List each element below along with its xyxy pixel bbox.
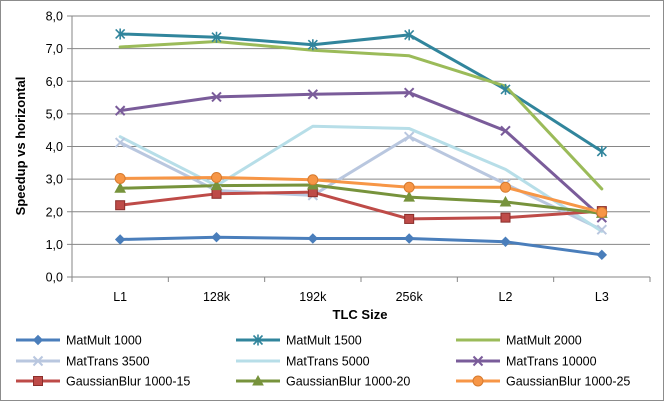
legend-item: MatMult 1500: [236, 334, 362, 348]
data-point: [403, 131, 415, 142]
legend-item: GaussianBlur 1000-25: [456, 375, 630, 389]
series-line: [118, 235, 604, 257]
series-line: [118, 91, 604, 220]
legend-item: MatTrans 10000: [456, 355, 597, 369]
data-point: [307, 89, 319, 100]
data-point: [404, 29, 415, 41]
data-point: [500, 236, 511, 247]
series-line: [118, 190, 604, 221]
x-tick-label: L2: [499, 290, 513, 304]
data-point: [307, 174, 319, 186]
data-point: [210, 179, 223, 191]
legend-item: MatMult 2000: [456, 334, 582, 348]
legend-item: GaussianBlur 1000-15: [16, 375, 190, 389]
y-tick-label: 5,0: [46, 107, 63, 121]
series-line: [118, 183, 604, 215]
series-line: [118, 32, 604, 153]
data-point: [114, 137, 126, 148]
data-point: [500, 83, 511, 95]
x-tick-label: 256k: [396, 290, 424, 304]
y-tick-label: 2,0: [46, 205, 63, 219]
y-tick-label: 7,0: [46, 42, 63, 56]
x-tick-label: 192k: [299, 290, 327, 304]
series-line: [118, 175, 604, 214]
x-tick-label: 128k: [203, 290, 231, 304]
data-point: [211, 188, 222, 199]
legend-label: MatMult 2000: [506, 334, 582, 348]
legend-label: MatMult 1000: [66, 334, 142, 348]
y-tick-label: 0,0: [46, 271, 63, 285]
legend-item: GaussianBlur 1000-20: [236, 375, 410, 389]
legend-item: MatTrans 3500: [16, 355, 150, 369]
series-markers: [114, 28, 608, 261]
legend-label: GaussianBlur 1000-25: [506, 375, 630, 389]
legend-label: GaussianBlur 1000-15: [66, 375, 190, 389]
legend-label: MatTrans 3500: [66, 355, 150, 369]
data-point: [307, 233, 319, 244]
data-point: [500, 212, 511, 223]
data-point: [211, 91, 222, 103]
legend-marker: [252, 334, 264, 346]
legend-marker: [32, 355, 44, 367]
data-point: [404, 213, 415, 224]
legend-marker: [472, 355, 484, 367]
data-point: [211, 171, 222, 183]
data-point: [211, 231, 222, 243]
y-tick-label: 6,0: [46, 75, 63, 89]
data-point: [500, 125, 511, 137]
y-tick-label: 3,0: [46, 173, 63, 187]
legend-item: MatMult 1000: [16, 334, 142, 348]
legend-label: GaussianBlur 1000-20: [286, 375, 410, 389]
y-tick-label: 1,0: [46, 238, 63, 252]
y-axis-title: Speedup vs horizontal: [13, 77, 28, 216]
data-point: [403, 233, 415, 244]
data-point: [403, 191, 416, 202]
legend: MatMult 1000 MatMult 1500 MatMult 2000 MatT…: [16, 334, 630, 389]
data-point: [596, 145, 607, 157]
data-point: [114, 234, 126, 245]
gridlines: [72, 15, 650, 245]
series-line: [118, 39, 604, 191]
data-point: [114, 105, 126, 116]
data-point: [499, 195, 512, 207]
data-point: [115, 28, 126, 40]
data-point: [114, 172, 126, 184]
data-point: [596, 224, 608, 235]
data-point: [403, 181, 415, 193]
y-tick-label: 8,0: [46, 10, 63, 24]
y-tick-label: 4,0: [46, 140, 63, 154]
data-point: [596, 249, 608, 261]
x-axis-ticks: L1 128k 192k 256k L2 L3: [71, 277, 651, 304]
y-axis-ticks: 0,0 1,0 2,0 3,0 4,0 5,0 6,0 7,0 8,0: [46, 10, 72, 285]
legend-label: MatTrans 10000: [506, 355, 597, 369]
legend-label: MatMult 1500: [286, 334, 362, 348]
data-point: [403, 87, 415, 98]
data-point: [596, 206, 608, 218]
data-point: [115, 200, 126, 211]
x-tick-label: L3: [595, 290, 609, 304]
data-point: [307, 39, 318, 51]
data-point: [114, 182, 127, 193]
x-axis-title: TLC Size: [333, 307, 388, 322]
legend-label: MatTrans 5000: [286, 355, 370, 369]
legend-item: MatTrans 5000: [236, 355, 370, 369]
legend-marker: [472, 375, 484, 387]
data-point: [211, 31, 222, 43]
series-lines: [118, 32, 604, 257]
data-point: [500, 181, 511, 193]
legend-marker: [32, 334, 44, 346]
x-tick-label: L1: [113, 290, 127, 304]
legend-marker: [252, 374, 264, 386]
legend-marker: [33, 376, 43, 386]
